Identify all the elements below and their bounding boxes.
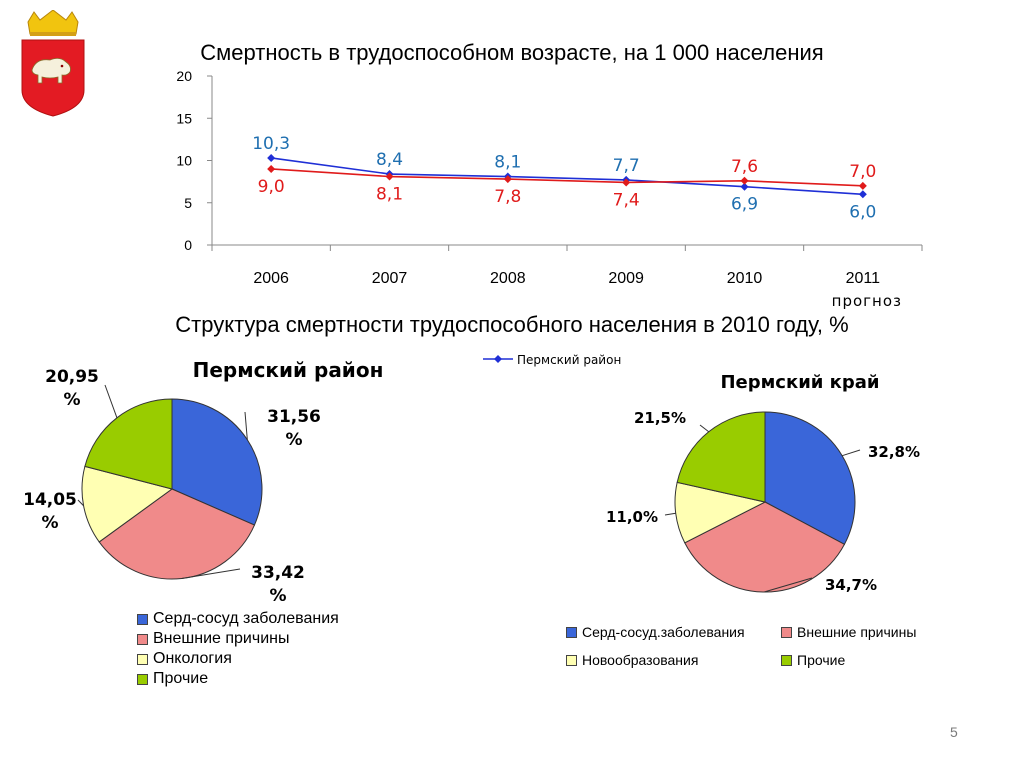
legend-label: Прочие bbox=[797, 652, 846, 668]
data-label: 10,3 bbox=[252, 134, 290, 154]
legend-label: Новообразования bbox=[582, 652, 699, 668]
pie-data-label: % bbox=[269, 586, 286, 606]
x-tick-sublabel: прогноз bbox=[832, 292, 902, 310]
label-leader bbox=[244, 411, 248, 440]
mortality-line-chart: 0 5 10 15 20 2006 2007 2008 2009 2010 2011 прогноз 1… bbox=[176, 68, 923, 367]
data-point bbox=[740, 176, 749, 185]
label-leader bbox=[664, 512, 676, 516]
legend-row: Серд-сосуд.заболевания Внешние причины bbox=[566, 618, 996, 646]
legend-swatch bbox=[781, 654, 792, 666]
pie-data-label: % bbox=[285, 430, 302, 450]
data-point bbox=[385, 172, 394, 181]
legend-item: Прочие bbox=[137, 669, 339, 689]
pie-charts: 31,56% 33,42% 14,05% 20,95% Пермский район 32… bbox=[23, 358, 920, 606]
data-point bbox=[503, 175, 512, 184]
y-tick-label: 0 bbox=[184, 237, 192, 253]
legend-label: Серд-сосуд заболевания bbox=[153, 610, 339, 627]
data-point bbox=[267, 153, 276, 162]
pie-data-label: 33,42 bbox=[251, 563, 305, 583]
data-label: 8,1 bbox=[494, 153, 521, 173]
pie-title: Пермский край bbox=[720, 372, 879, 393]
legend-swatch bbox=[137, 613, 148, 625]
legend-label: Внешние причины bbox=[153, 630, 290, 647]
legend-item: Внешние причины bbox=[781, 618, 996, 646]
series-line-0 bbox=[271, 157, 863, 196]
legend-item: Серд-сосуд.заболевания bbox=[566, 618, 781, 646]
legend-swatch bbox=[137, 633, 148, 645]
pie-data-label: 20,95 bbox=[45, 367, 99, 387]
page-number: 5 bbox=[950, 724, 958, 740]
x-tick-label: 2011 bbox=[846, 270, 881, 287]
data-label: 7,4 bbox=[613, 190, 640, 210]
data-point bbox=[740, 182, 749, 191]
data-label: 6,9 bbox=[731, 195, 758, 215]
pie-data-label: 21,5% bbox=[634, 409, 686, 427]
structure-title: Структура смертности трудоспособного нас… bbox=[175, 312, 849, 337]
data-point bbox=[858, 190, 867, 199]
legend-label: Внешние причины bbox=[797, 624, 917, 640]
pie-data-label: 14,05 bbox=[23, 490, 77, 510]
legend-label: Онкология bbox=[153, 650, 232, 667]
legend-label: Прочие bbox=[153, 670, 209, 687]
legend-item: Серд-сосуд заболевания bbox=[137, 609, 339, 629]
data-point bbox=[858, 181, 867, 190]
pie-slice bbox=[764, 411, 856, 546]
legend-swatch bbox=[566, 654, 577, 666]
pie-slice bbox=[98, 488, 256, 580]
line-chart-title: Смертность в трудоспособном возрасте, на… bbox=[200, 40, 824, 65]
pie-data-label: % bbox=[41, 513, 58, 533]
data-label: 7,0 bbox=[849, 162, 876, 182]
y-tick-label: 20 bbox=[176, 68, 192, 84]
legend-swatch bbox=[137, 653, 148, 665]
pie-slice bbox=[171, 398, 263, 526]
x-tick-label: 2007 bbox=[372, 270, 408, 287]
label-leader bbox=[104, 384, 118, 418]
data-label: 8,4 bbox=[376, 150, 403, 170]
legend-swatch bbox=[566, 626, 577, 638]
y-tick-label: 10 bbox=[176, 153, 192, 169]
legend-row: Новообразования Прочие bbox=[566, 646, 996, 674]
x-tick-label: 2006 bbox=[253, 270, 289, 287]
label-leader bbox=[77, 499, 84, 507]
x-tick-label: 2009 bbox=[608, 270, 644, 287]
pie-data-label: 34,7% bbox=[825, 576, 877, 594]
data-label: 8,1 bbox=[376, 185, 403, 205]
legend-item: Внешние причины bbox=[137, 629, 339, 649]
label-leader bbox=[842, 449, 861, 457]
legend-swatch bbox=[137, 673, 148, 685]
y-tick-label: 5 bbox=[184, 195, 192, 211]
pie-data-label: % bbox=[63, 390, 80, 410]
label-leader bbox=[181, 568, 241, 579]
x-tick-label: 2010 bbox=[727, 270, 763, 287]
pie-data-label: 31,56 bbox=[267, 407, 321, 427]
legend-perm-district: Серд-сосуд заболевания Внешние причины Онк… bbox=[137, 609, 339, 689]
legend-swatch bbox=[781, 626, 792, 638]
legend-perm-krai: Серд-сосуд.заболевания Внешние причины Нов… bbox=[566, 618, 996, 674]
legend-item: Прочие bbox=[781, 646, 996, 674]
data-point bbox=[622, 178, 631, 187]
data-label: 9,0 bbox=[258, 177, 285, 197]
legend-marker bbox=[494, 355, 502, 363]
pie-data-label: 11,0% bbox=[606, 508, 658, 526]
pie-slice bbox=[84, 398, 173, 490]
x-tick-label: 2008 bbox=[490, 270, 526, 287]
series-line-1 bbox=[271, 168, 863, 187]
pie-data-label: 32,8% bbox=[868, 443, 920, 461]
label-leader bbox=[699, 424, 710, 433]
pie-slice bbox=[81, 465, 174, 543]
pie-title: Пермский район bbox=[193, 358, 384, 382]
data-point bbox=[267, 164, 276, 173]
legend-label: Пермский район bbox=[517, 353, 621, 367]
legend-item: Новообразования bbox=[566, 646, 781, 674]
perm-coat-of-arms-icon bbox=[21, 10, 85, 117]
y-tick-label: 15 bbox=[176, 110, 192, 126]
data-label: 7,8 bbox=[494, 187, 521, 207]
data-label: 7,6 bbox=[731, 157, 758, 177]
legend-item: Онкология bbox=[137, 649, 339, 669]
data-label: 6,0 bbox=[849, 202, 876, 222]
legend-label: Серд-сосуд.заболевания bbox=[582, 624, 745, 640]
data-label: 7,7 bbox=[613, 156, 640, 176]
label-leader bbox=[764, 577, 813, 593]
